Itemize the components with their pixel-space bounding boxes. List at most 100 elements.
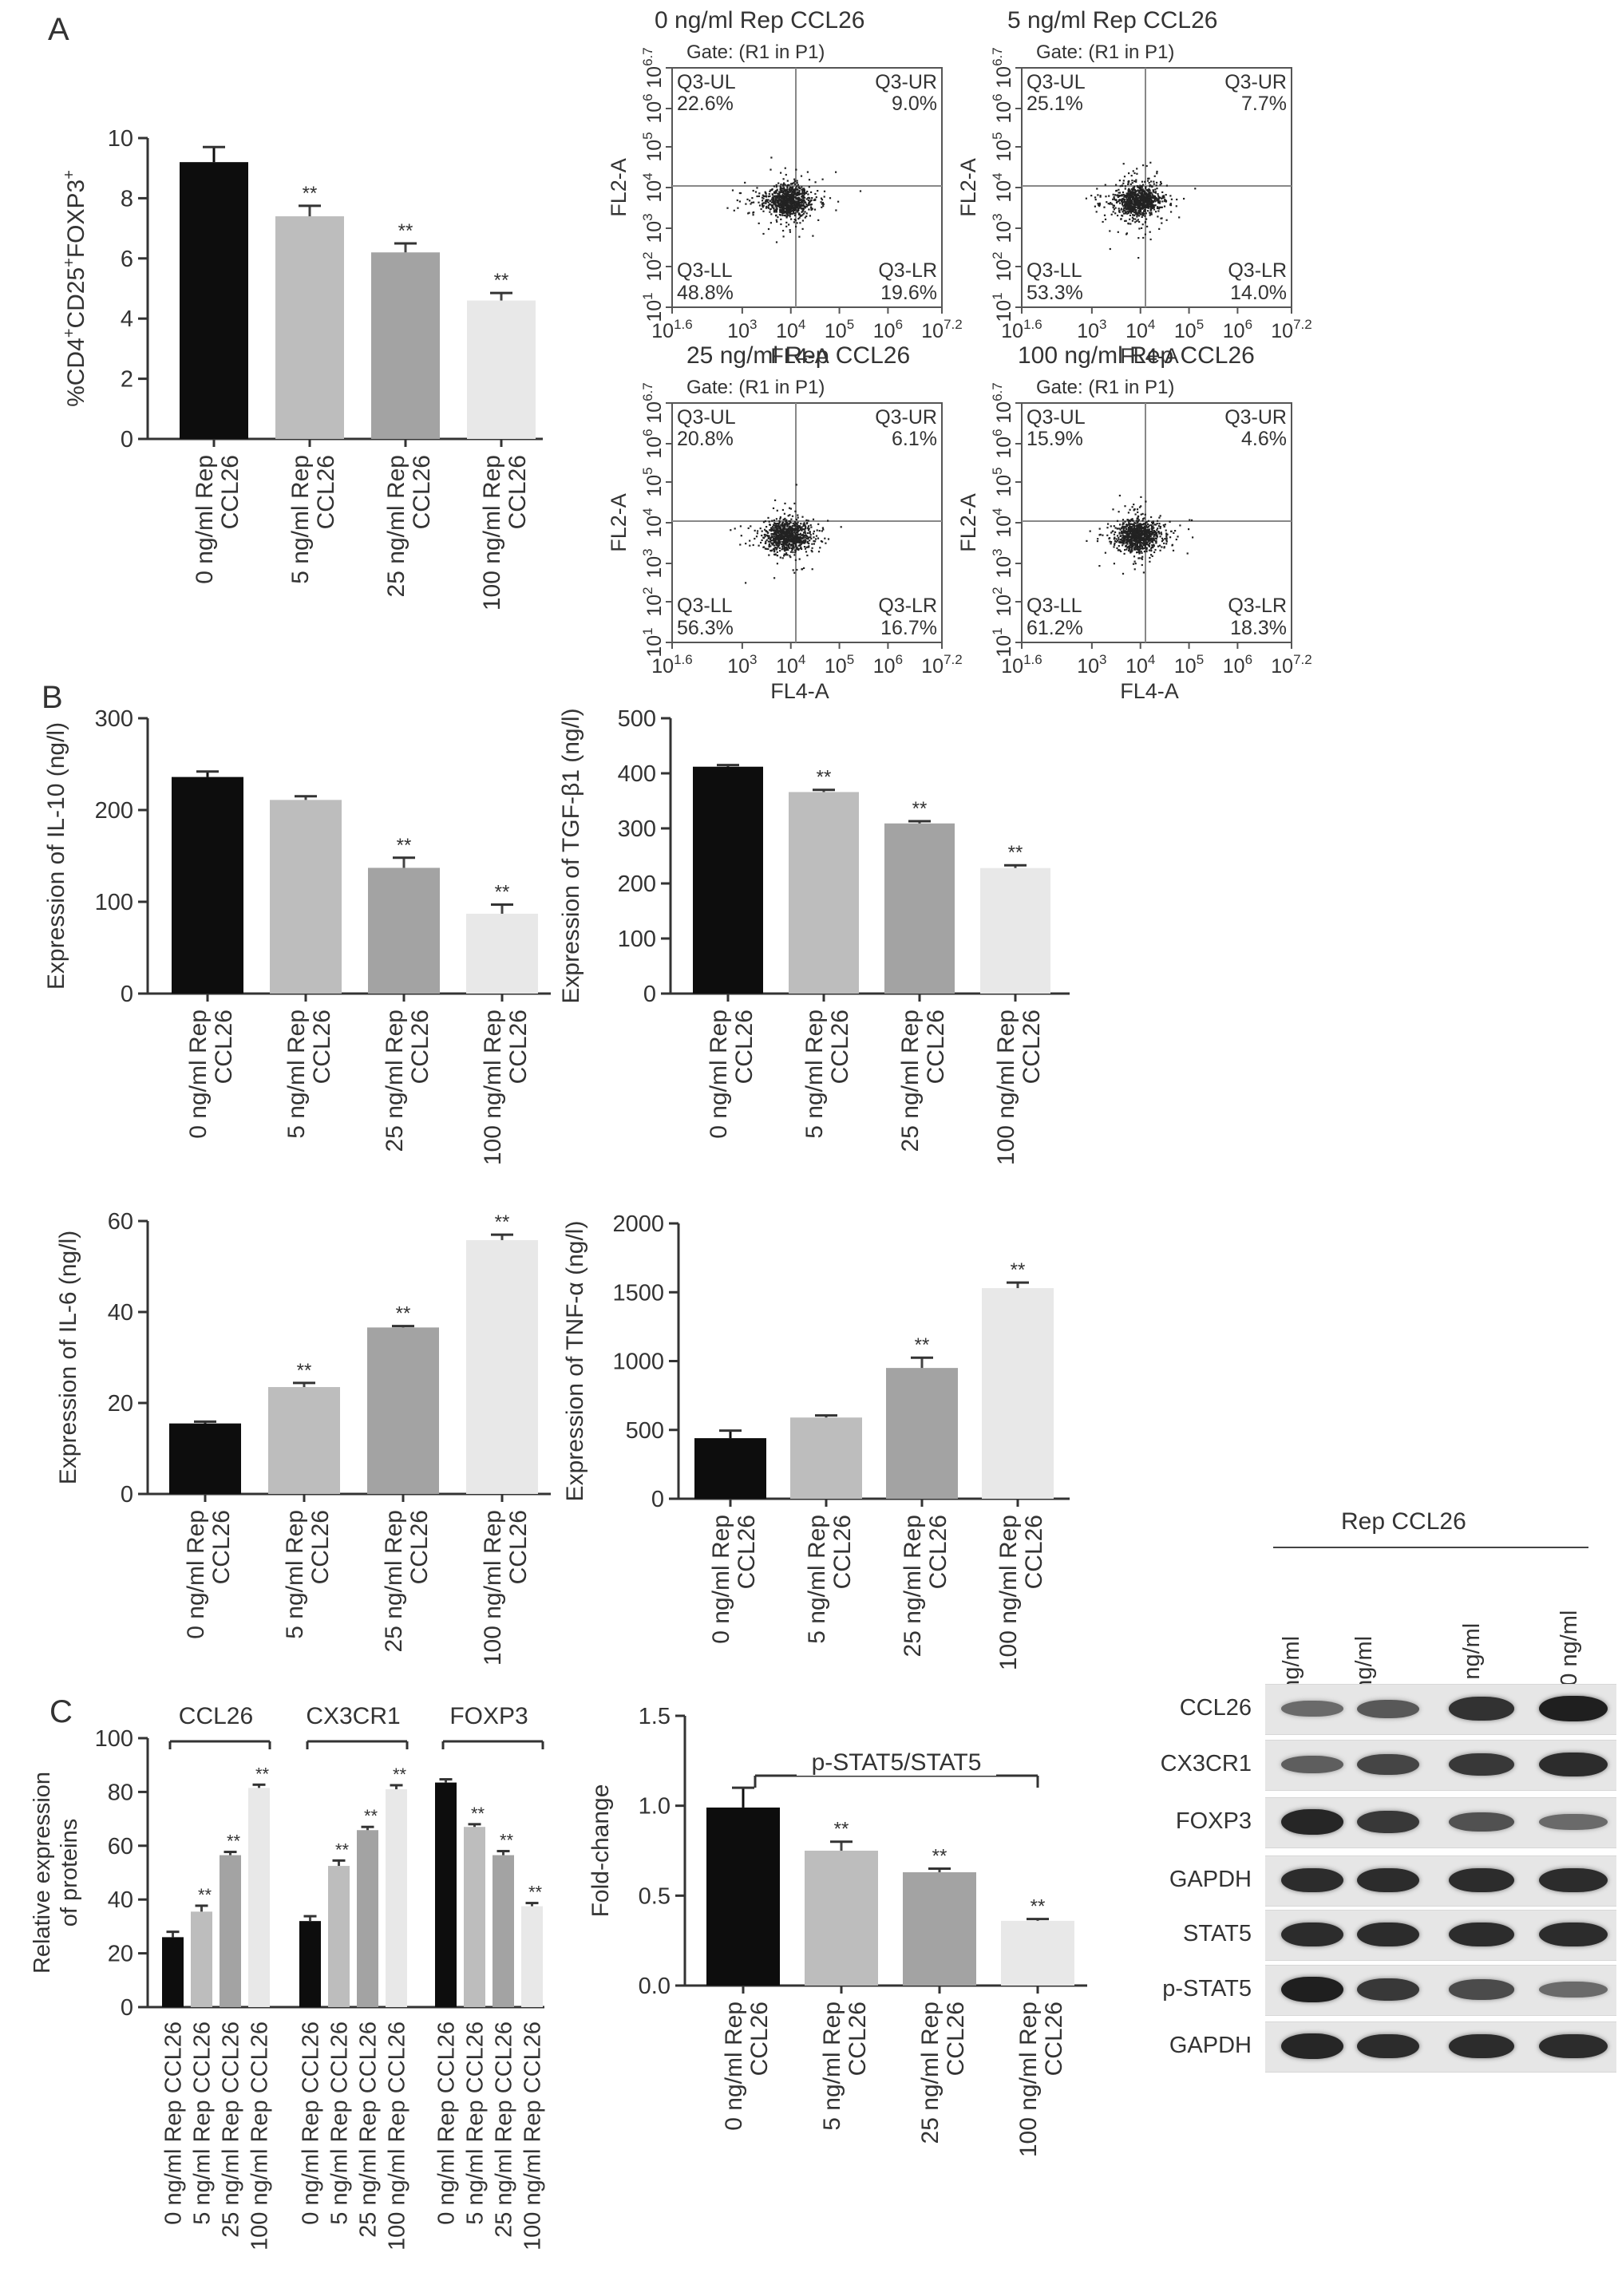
- event-dot: [785, 520, 787, 523]
- event-dot: [794, 549, 797, 551]
- event-dot: [797, 540, 799, 543]
- event-dot: [779, 185, 781, 188]
- y-tick-label: 400: [618, 761, 656, 787]
- event-dot: [806, 532, 809, 535]
- event-dot: [769, 536, 772, 539]
- event-dot: [1161, 537, 1164, 539]
- event-dot: [792, 541, 794, 543]
- event-dot: [760, 207, 762, 211]
- event-dot: [799, 215, 801, 217]
- event-dot: [799, 198, 801, 200]
- tick-exponent: 6: [896, 652, 903, 667]
- event-dot: [786, 184, 789, 188]
- event-dot: [773, 203, 775, 205]
- event-dot: [779, 200, 782, 202]
- event-dot: [785, 190, 787, 192]
- y-axis-label-part: +: [61, 329, 78, 338]
- quadrant-name: Q3-UR: [1224, 71, 1287, 93]
- event-dot: [1117, 196, 1119, 198]
- event-dot: [1145, 196, 1147, 199]
- event-dot: [1133, 194, 1136, 196]
- event-dot: [774, 547, 777, 549]
- bar-chart-pstat5: 0.00.51.01.50 ng/ml Rep CCL26**5 ng/ml Re…: [587, 1704, 1087, 2157]
- event-dot: [793, 532, 796, 534]
- event-dot: [781, 533, 783, 535]
- event-dot: [761, 539, 763, 541]
- x-category-label: 5 ng/ml Rep: [283, 1010, 310, 1139]
- event-dot: [808, 536, 810, 539]
- event-dot: [776, 532, 778, 534]
- event-dot: [1122, 524, 1124, 526]
- event-dot: [797, 514, 799, 516]
- significance-mark: **: [198, 1885, 212, 1905]
- event-dot: [1133, 186, 1135, 188]
- bar: [521, 1906, 543, 2007]
- event-dot: [1098, 528, 1101, 530]
- group-label: CX3CR1: [306, 1703, 400, 1729]
- event-dot: [1145, 212, 1147, 215]
- event-dot: [1129, 207, 1131, 210]
- event-dot: [1137, 528, 1139, 530]
- x-tick-label: 107.2: [921, 317, 962, 342]
- event-dot: [783, 536, 785, 539]
- event-dot: [763, 202, 766, 204]
- event-dot: [1178, 216, 1181, 219]
- quadrant-name: Q3-UR: [875, 406, 937, 429]
- event-dot: [1124, 505, 1126, 508]
- event-dot: [773, 200, 776, 203]
- event-dot: [801, 528, 804, 531]
- event-dot: [751, 197, 754, 200]
- event-dot: [769, 200, 772, 202]
- event-dot: [774, 192, 777, 195]
- event-dot: [1123, 207, 1126, 209]
- event-dot: [786, 215, 789, 218]
- x-category-label: CCL26: [1019, 1010, 1045, 1084]
- y-tick-label: 8: [121, 186, 133, 211]
- event-dot: [1098, 204, 1100, 207]
- event-dot: [1149, 207, 1152, 210]
- event-dot: [788, 184, 790, 186]
- tick-exponent: 3: [990, 548, 1005, 555]
- x-tick-label: 103: [727, 317, 757, 342]
- tick-exponent: 4: [640, 172, 655, 180]
- event-dot: [781, 529, 785, 532]
- event-dot: [1127, 183, 1129, 185]
- event-dot: [1146, 541, 1149, 543]
- y-tick-label: 100: [95, 1726, 133, 1752]
- event-dot: [1162, 539, 1165, 541]
- quadrant-value: 53.3%: [1027, 282, 1083, 304]
- event-dot: [1146, 523, 1149, 525]
- event-dot: [1126, 531, 1128, 533]
- event-dot: [777, 528, 779, 530]
- event-dot: [807, 529, 810, 532]
- event-dot: [814, 198, 817, 200]
- event-dot: [1122, 544, 1124, 547]
- event-dot: [796, 524, 798, 526]
- event-dot: [1122, 572, 1125, 575]
- event-dot: [1127, 512, 1129, 514]
- event-dot: [1122, 209, 1125, 211]
- y-tick-label: 105: [640, 467, 666, 496]
- event-dot: [1141, 535, 1143, 537]
- event-dot: [1165, 200, 1167, 203]
- event-dot: [804, 524, 806, 527]
- event-dot: [787, 193, 789, 196]
- event-dot: [1102, 220, 1104, 223]
- event-dot: [792, 198, 794, 200]
- event-dot: [792, 522, 794, 524]
- event-dot: [764, 520, 766, 523]
- event-dot: [1139, 200, 1141, 202]
- event-dot: [775, 537, 777, 539]
- event-dot: [797, 516, 799, 519]
- significance-mark: **: [500, 1831, 514, 1851]
- x-tick-label: 103: [1077, 317, 1106, 342]
- event-dot: [1130, 175, 1133, 177]
- tick-exponent: 4: [1148, 317, 1155, 332]
- event-dot: [737, 207, 739, 209]
- tick-exponent: 4: [798, 652, 805, 667]
- event-dot: [1169, 195, 1172, 197]
- tick-exponent: 5: [990, 467, 1005, 474]
- event-dot: [1145, 538, 1148, 540]
- event-dot: [1131, 542, 1133, 544]
- event-dot: [757, 530, 759, 532]
